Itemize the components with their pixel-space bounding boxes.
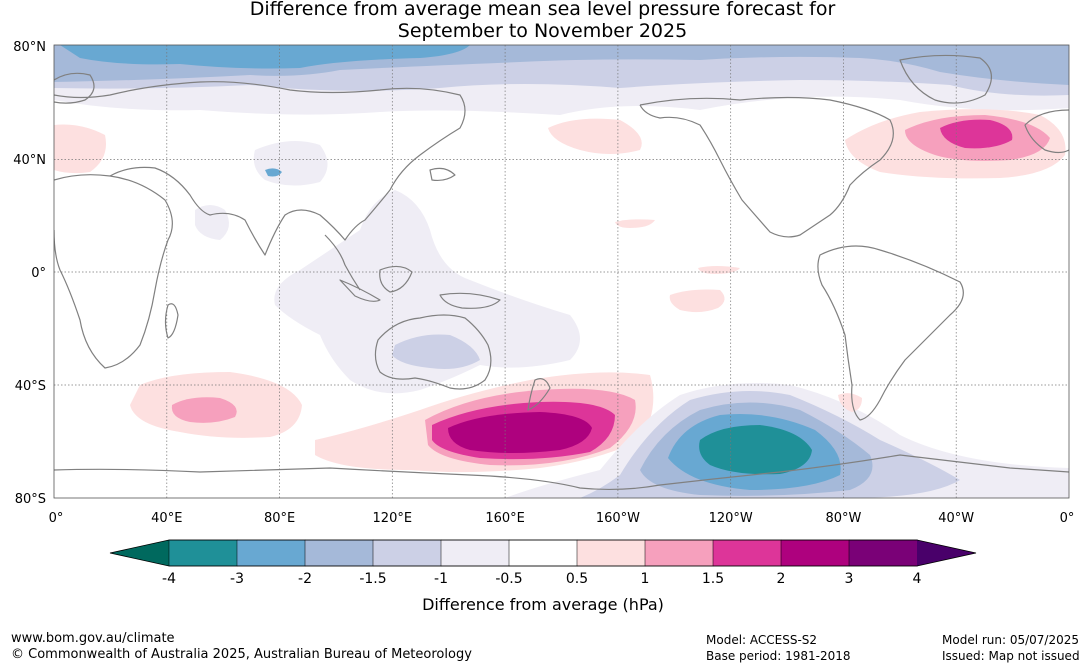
colorbar-tick-label: -2 xyxy=(298,571,312,587)
lon-label-160e: 160°E xyxy=(485,511,525,526)
lon-label-0-right: 0° xyxy=(1060,511,1075,526)
colorbar-tick-label: 0.5 xyxy=(566,571,588,587)
coastline-borneo xyxy=(379,265,413,293)
coastline-new-guinea xyxy=(439,292,501,309)
coastline-new-zealand xyxy=(527,378,551,411)
coastline-japan xyxy=(429,167,456,182)
colorbar-bin xyxy=(644,539,714,567)
coastline-north-america xyxy=(639,96,894,238)
coastline-africa xyxy=(54,174,173,369)
lat-label-40s: 40°S xyxy=(15,379,46,394)
colorbar-bin xyxy=(712,539,782,567)
colorbar-label: Difference from average (hPa) xyxy=(422,595,664,614)
north-atlantic-positive-3 xyxy=(940,119,1013,149)
anomaly-contours xyxy=(54,45,1069,498)
lon-label-120w: 120°W xyxy=(709,511,753,526)
footer-base-period: Base period: 1981-2018 xyxy=(706,649,851,663)
lon-label-160w: 160°W xyxy=(596,511,640,526)
north-pacific-positive xyxy=(548,118,642,154)
colorbar-bin xyxy=(236,539,306,567)
lat-label-equator: 0° xyxy=(31,266,46,281)
coastline-south-america xyxy=(817,245,964,421)
south-indian-ocean-positive-2 xyxy=(171,397,237,423)
tropical-pacific-positive-1 xyxy=(669,289,725,313)
colorbar-bins xyxy=(168,539,918,567)
colorbar-tick-label: -0.5 xyxy=(495,571,522,587)
footer-issued: Issued: Map not issued xyxy=(942,649,1080,663)
lat-label-40n: 40°N xyxy=(13,153,46,168)
australia-negative xyxy=(392,334,480,369)
lat-label-80s: 80°S xyxy=(15,492,46,507)
south-america-positive xyxy=(838,393,862,412)
colorbar-tick-label: -1.5 xyxy=(359,571,386,587)
coastline-scandinavia xyxy=(54,72,95,104)
colorbar: -4 -3 -2 -1.5 -1 -0.5 0.5 1 1.5 2 3 4 Difference fr… xyxy=(109,539,977,614)
lon-label-40e: 40°E xyxy=(151,511,182,526)
colorbar-tick-label: 1.5 xyxy=(702,571,724,587)
south-pacific-negative-4 xyxy=(699,425,812,475)
map-panel: 80°N 40°N 0° 40°S 80°S 0° 40°E 80°E 120°… xyxy=(13,40,1074,526)
footer-copyright: © Commonwealth of Australia 2025, Austra… xyxy=(11,647,472,662)
colorbar-tick-label: -1 xyxy=(434,571,448,587)
tibet-weak-negative xyxy=(253,141,328,186)
lat-label-80n: 80°N xyxy=(13,40,46,55)
central-pacific-positive xyxy=(615,219,655,228)
coastline-europe xyxy=(1024,109,1069,154)
map-title-line-1: Difference from average mean sea level p… xyxy=(249,0,836,20)
coastlines xyxy=(54,54,1069,491)
coastline-asia xyxy=(54,81,466,256)
arctic-negative-3 xyxy=(60,45,470,69)
coastline-antarctica xyxy=(54,454,1069,491)
coastline-sumatra xyxy=(339,279,381,302)
colorbar-tick-label: -4 xyxy=(162,571,176,587)
lon-label-80e: 80°E xyxy=(264,511,295,526)
longitude-labels: 0° 40°E 80°E 120°E 160°E 160°W 120°W 80°… xyxy=(49,511,1075,526)
tasman-positive-4 xyxy=(448,412,592,453)
colorbar-tick-label: 2 xyxy=(777,571,786,587)
colorbar-tick-label: 3 xyxy=(845,571,854,587)
colorbar-bin xyxy=(848,539,918,567)
colorbar-bin xyxy=(780,539,850,567)
coastline-madagascar xyxy=(164,303,179,339)
colorbar-bin xyxy=(440,539,510,567)
coastline-australia xyxy=(374,314,492,390)
colorbar-bin xyxy=(304,539,374,567)
europe-positive xyxy=(54,124,106,174)
colorbar-tick-label: 4 xyxy=(913,571,922,587)
colorbar-bin xyxy=(168,539,238,567)
colorbar-over-arrow xyxy=(917,540,976,566)
lon-label-80w: 80°W xyxy=(825,511,861,526)
indo-pacific-weak-negative xyxy=(274,190,580,394)
colorbar-tick-label: -3 xyxy=(230,571,244,587)
coastline-greenland xyxy=(899,54,992,104)
lon-label-0-left: 0° xyxy=(49,511,64,526)
colorbar-tick-labels: -4 -3 -2 -1.5 -1 -0.5 0.5 1 1.5 2 3 4 xyxy=(162,571,922,587)
colorbar-bin xyxy=(508,539,578,567)
colorbar-under-arrow xyxy=(110,540,169,566)
colorbar-bin xyxy=(576,539,646,567)
map-frame xyxy=(53,44,1070,499)
latitude-labels: 80°N 40°N 0° 40°S 80°S xyxy=(13,40,46,507)
lon-label-120e: 120°E xyxy=(373,511,413,526)
colorbar-bin xyxy=(372,539,442,567)
map-title-line-2: September to November 2025 xyxy=(397,20,688,42)
colorbar-tick-label: 1 xyxy=(641,571,650,587)
footer-url: www.bom.gov.au/climate xyxy=(11,631,175,646)
lon-label-40w: 40°W xyxy=(938,511,974,526)
tibet-negative-spot xyxy=(265,168,282,177)
footer-model-run: Model run: 05/07/2025 xyxy=(942,633,1080,647)
footer-model: Model: ACCESS-S2 xyxy=(706,633,818,647)
map-gridlines xyxy=(54,45,1069,498)
coastline-southeast-asia xyxy=(324,234,361,291)
colorbar-outline xyxy=(109,539,977,567)
